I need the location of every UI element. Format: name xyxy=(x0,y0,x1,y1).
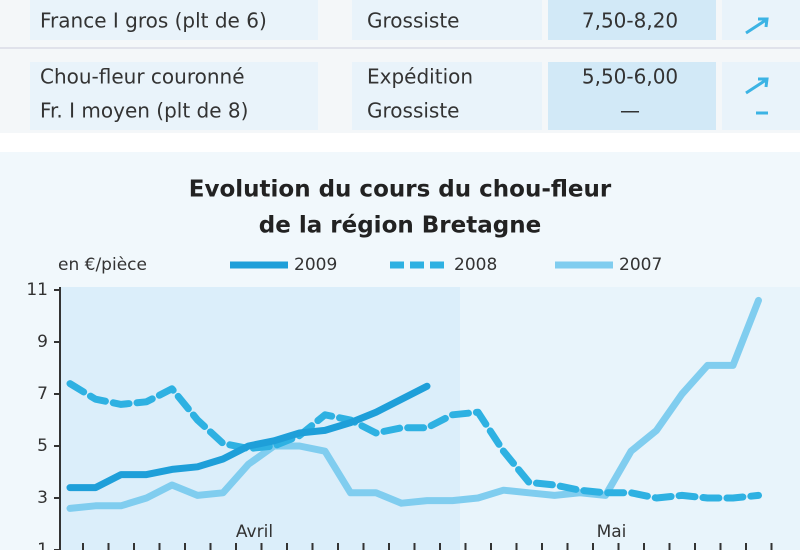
cell xyxy=(722,62,800,130)
legend-label: 2009 xyxy=(294,255,337,275)
table-cell: — xyxy=(620,99,640,123)
cell xyxy=(30,0,318,40)
y-tick-label: 3 xyxy=(37,488,48,508)
legend-label: 2008 xyxy=(454,255,497,275)
plot-band xyxy=(60,287,460,550)
y-tick-label: 1 xyxy=(37,540,48,550)
y-tick-label: 7 xyxy=(37,384,48,404)
x-tick-label: Avril xyxy=(236,522,273,542)
series-line xyxy=(66,296,762,512)
table-cell: Fr. I moyen (plt de 8) xyxy=(40,99,248,123)
table-cell: 5,50-6,00 xyxy=(582,65,678,89)
y-tick-label: 9 xyxy=(37,332,48,352)
series-line xyxy=(66,382,431,492)
table-cell: Grossiste xyxy=(367,99,459,123)
trend-arrow xyxy=(745,77,769,95)
chart-title: Evolution du cours du chou-fleur xyxy=(189,177,612,203)
cell xyxy=(548,62,716,130)
table-cell: France I gros (plt de 6) xyxy=(40,9,267,33)
y-axis-label: en €/pièce xyxy=(58,255,147,275)
cell xyxy=(548,0,716,40)
trend-arrow xyxy=(745,17,769,35)
y-tick-label: 5 xyxy=(37,436,48,456)
cell xyxy=(352,62,542,130)
y-tick-label: 11 xyxy=(26,280,48,300)
x-tick-label: Mai xyxy=(597,522,627,542)
chart-title: de la région Bretagne xyxy=(259,213,541,239)
table: France I gros (plt de 6) Grossiste 7,50-8,… xyxy=(40,9,678,123)
table-cell: 7,50-8,20 xyxy=(582,9,678,33)
table-cell: Expédition xyxy=(367,65,473,89)
cell xyxy=(352,0,542,40)
series-line xyxy=(66,380,762,502)
table-cell: Grossiste xyxy=(367,9,459,33)
legend-label: 2007 xyxy=(619,255,662,275)
cell xyxy=(30,62,318,130)
table-cell: Chou-fleur couronné xyxy=(40,65,245,89)
